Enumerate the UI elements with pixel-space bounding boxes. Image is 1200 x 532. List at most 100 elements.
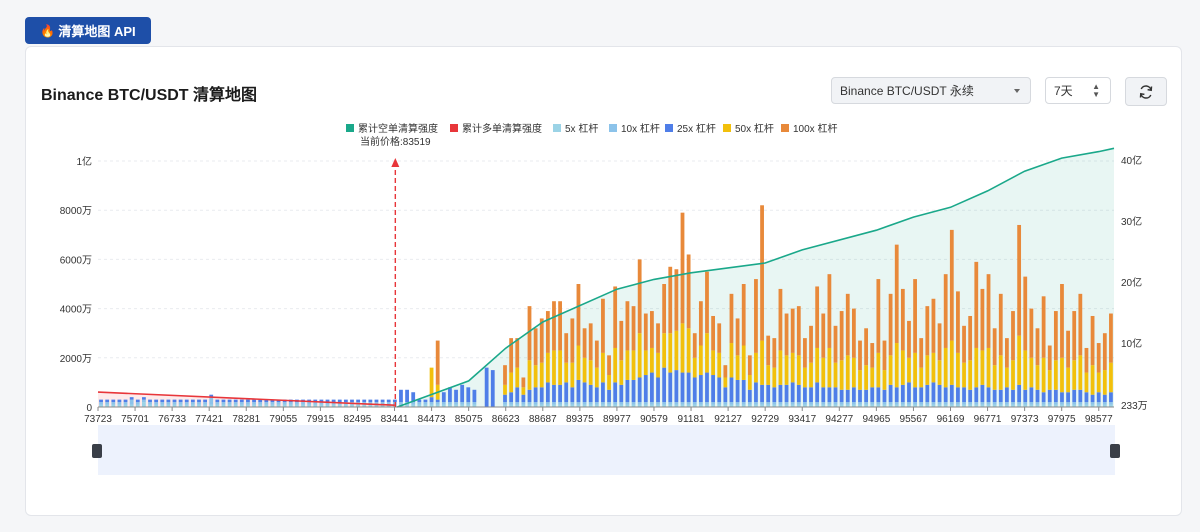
bar-10x (919, 402, 924, 405)
bar-5x (613, 404, 618, 407)
bar-5x (258, 404, 263, 407)
bar-25x (448, 387, 452, 403)
bar-100x (619, 320, 624, 361)
bar-10x (735, 402, 740, 405)
bar-5x (307, 404, 312, 407)
bar-50x (827, 347, 832, 388)
current-price-arrow (391, 158, 400, 167)
bar-5x (325, 404, 330, 407)
refresh-button[interactable] (1125, 77, 1167, 106)
bar-50x (1004, 367, 1009, 388)
current-price-marker: 当前价格:83519 (360, 135, 431, 407)
bar-10x (656, 402, 660, 405)
bar-100x (796, 306, 801, 356)
bar-10x (190, 402, 195, 405)
bar-25x (937, 384, 942, 403)
x-tick-label: 96771 (974, 414, 1002, 425)
bar-50x (845, 355, 850, 390)
bar-50x (919, 367, 924, 388)
bar-100x (705, 271, 709, 334)
bar-100x (662, 284, 667, 334)
bar-25x (1084, 392, 1089, 403)
bar-50x (821, 357, 826, 388)
bar-25x (484, 367, 489, 407)
bar-25x (233, 399, 238, 403)
bar-100x (980, 288, 985, 351)
bar-10x (809, 402, 813, 405)
bar-5x (888, 404, 893, 407)
bar-10x (576, 402, 581, 405)
bar-10x (619, 402, 624, 405)
bar-50x (974, 347, 979, 388)
page-title: Binance BTC/USDT 清算地图 (41, 87, 258, 104)
bar-10x (295, 402, 299, 405)
bar-5x (766, 404, 771, 407)
bar-10x (607, 402, 611, 405)
x-tick-label: 91181 (678, 414, 706, 425)
bar-50x (809, 362, 813, 388)
bar-10x (325, 402, 330, 405)
bar-100x (1066, 330, 1070, 368)
bar-25x (142, 397, 146, 400)
bar-25x (209, 394, 214, 398)
bar-50x (625, 350, 630, 380)
bar-10x (545, 402, 550, 405)
bar-100x (509, 338, 514, 373)
bar-5x (221, 404, 226, 407)
bar-10x (650, 402, 654, 405)
period-select[interactable]: 7天 ▲ ▼ (1045, 77, 1111, 104)
bar-10x (135, 402, 140, 405)
bar-25x (454, 389, 458, 403)
bar-25x (582, 382, 587, 403)
bar-25x (864, 389, 869, 403)
zoom-handle-left-icon[interactable] (92, 444, 102, 458)
exchange-select[interactable]: Binance BTC/USDT 永续 (831, 77, 1031, 104)
x-tick-label: 92127 (714, 414, 742, 425)
x-tick-label: 95567 (900, 414, 928, 425)
bar-5x (845, 404, 850, 407)
x-tick-label: 78281 (232, 414, 260, 425)
bar-25x (221, 399, 226, 403)
bar-50x (962, 362, 966, 388)
bar-50x (778, 350, 783, 385)
bar-10x (1102, 402, 1107, 405)
bar-10x (747, 402, 752, 405)
bar-10x (962, 402, 966, 405)
bar-50x (992, 365, 997, 390)
bar-50x (521, 387, 526, 395)
bar-50x (613, 347, 618, 383)
bar-100x (552, 301, 556, 351)
bar-5x (870, 404, 875, 407)
zoom-handle-right-icon[interactable] (1110, 444, 1120, 458)
bar-25x (105, 399, 110, 403)
bar-5x (913, 404, 917, 407)
bar-10x (105, 402, 110, 405)
bar-10x (154, 402, 159, 405)
bar-5x (441, 404, 446, 407)
bar-5x (858, 404, 862, 407)
bar-5x (876, 404, 881, 407)
bar-25x (735, 379, 740, 403)
bar-50x (925, 355, 930, 385)
bar-50x (686, 328, 691, 373)
bar-25x (1004, 387, 1009, 403)
bar-10x (1053, 402, 1058, 405)
bar-25x (839, 389, 844, 403)
bar-10x (668, 402, 673, 405)
bar-5x (160, 404, 165, 407)
bar-5x (815, 404, 820, 407)
api-tag[interactable]: 🔥 清算地图 API (25, 17, 151, 44)
bar-25x (588, 384, 593, 403)
chart-legend: 累计空单清算强度 累计多单清算强度 5x 杠杆 10x 杠杆 25x 杠杆 50x 杠杆 1… (346, 122, 837, 135)
bar-10x (423, 402, 428, 405)
bar-5x (1060, 404, 1064, 407)
bar-5x (1023, 404, 1028, 407)
bar-25x (741, 379, 746, 403)
bar-5x (405, 404, 409, 407)
bar-10x (815, 402, 820, 405)
bar-25x (197, 399, 201, 403)
bar-10x (631, 402, 636, 405)
bar-100x (582, 328, 587, 358)
bar-10x (803, 402, 807, 405)
bar-10x (246, 402, 250, 405)
